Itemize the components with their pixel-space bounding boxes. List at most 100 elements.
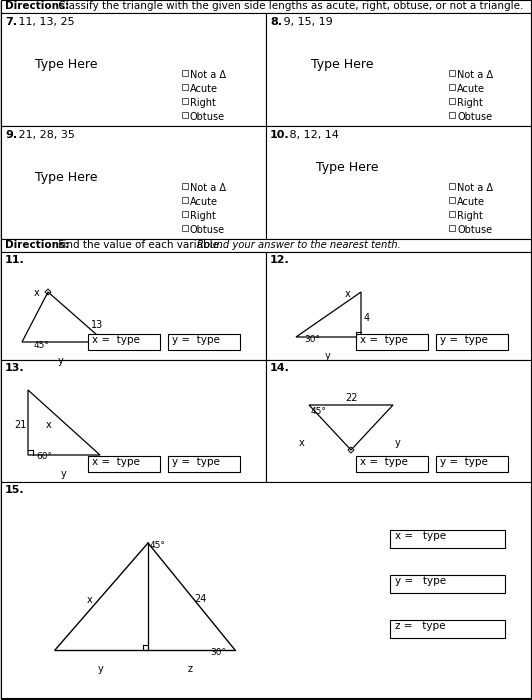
Text: z: z	[188, 664, 193, 674]
Bar	[1, 239, 531, 252]
Text: 11, 13, 25: 11, 13, 25	[15, 17, 74, 27]
Text: 45°: 45°	[150, 541, 166, 550]
Text: Acute: Acute	[457, 84, 485, 94]
Bar	[1, 482, 531, 698]
Text: 4: 4	[364, 313, 370, 323]
Bar	[436, 334, 508, 350]
Text: Directions:: Directions:	[5, 240, 69, 250]
Bar	[449, 70, 454, 76]
Text: 13.: 13.	[5, 363, 24, 373]
Text: Right: Right	[190, 211, 216, 221]
Text: Not a Δ: Not a Δ	[457, 70, 493, 80]
Text: 15.: 15.	[5, 485, 24, 495]
Text: x: x	[299, 438, 305, 448]
Text: Type Here: Type Here	[35, 58, 97, 71]
Text: Type Here: Type Here	[316, 161, 378, 174]
Text: 8, 12, 14: 8, 12, 14	[286, 130, 339, 140]
Text: Find the value of each variable.: Find the value of each variable.	[55, 240, 229, 250]
Text: x: x	[87, 595, 93, 605]
Text: Directions:: Directions:	[5, 1, 69, 11]
Text: x =   type: x = type	[395, 531, 446, 541]
Text: 45°: 45°	[311, 407, 327, 416]
Text: y: y	[61, 469, 66, 479]
Text: 45°: 45°	[34, 341, 50, 350]
Text: 12.: 12.	[270, 255, 290, 265]
Text: x: x	[46, 419, 52, 430]
Text: x =  type: x = type	[92, 457, 140, 467]
Bar	[168, 334, 240, 350]
Bar	[1, 0, 531, 13]
Bar	[182, 197, 187, 202]
Bar	[390, 575, 505, 593]
Bar	[266, 360, 531, 482]
Text: y: y	[395, 438, 401, 448]
Text: 22: 22	[345, 393, 358, 403]
Text: Classify the triangle with the given side lengths as acute, right, obtuse, or no: Classify the triangle with the given sid…	[55, 1, 523, 11]
Bar	[88, 456, 160, 472]
Text: 9.: 9.	[5, 130, 17, 140]
Text: 24: 24	[194, 594, 206, 604]
Text: y: y	[98, 664, 104, 674]
Text: x =  type: x = type	[360, 457, 408, 467]
Text: y: y	[325, 351, 331, 361]
Bar	[449, 197, 454, 202]
Text: Obtuse: Obtuse	[190, 225, 225, 235]
Text: x =  type: x = type	[360, 335, 408, 345]
Bar	[182, 225, 187, 230]
Text: y =   type: y = type	[395, 576, 446, 586]
Text: 30°: 30°	[210, 648, 226, 657]
Bar	[449, 84, 454, 90]
Text: Acute: Acute	[457, 197, 485, 207]
Text: Right: Right	[190, 98, 216, 108]
Bar	[436, 456, 508, 472]
Text: 14.: 14.	[270, 363, 290, 373]
Bar	[182, 183, 187, 188]
Text: Not a Δ: Not a Δ	[190, 183, 226, 193]
Text: Right: Right	[457, 211, 483, 221]
Bar	[390, 530, 505, 548]
Text: 21, 28, 35: 21, 28, 35	[15, 130, 75, 140]
Bar	[182, 84, 187, 90]
Bar	[182, 211, 187, 216]
Bar	[390, 620, 505, 638]
Text: Obtuse: Obtuse	[190, 112, 225, 122]
Bar	[182, 70, 187, 76]
Bar	[168, 456, 240, 472]
Text: y =  type: y = type	[440, 457, 488, 467]
Text: 11.: 11.	[5, 255, 25, 265]
Text: y: y	[58, 356, 64, 366]
Text: 60°: 60°	[36, 452, 52, 461]
Text: Acute: Acute	[190, 84, 218, 94]
Bar	[449, 211, 454, 216]
Text: Not a Δ: Not a Δ	[457, 183, 493, 193]
Text: 13: 13	[91, 320, 103, 330]
Text: Right: Right	[457, 98, 483, 108]
Bar	[266, 126, 531, 239]
Text: Type Here: Type Here	[35, 171, 97, 184]
Text: Obtuse: Obtuse	[457, 225, 492, 235]
Bar	[1, 252, 266, 360]
Text: Obtuse: Obtuse	[457, 112, 492, 122]
Text: 30°: 30°	[304, 335, 320, 344]
Text: Acute: Acute	[190, 197, 218, 207]
Bar	[182, 112, 187, 118]
Text: y =  type: y = type	[172, 335, 220, 345]
Text: y =  type: y = type	[172, 457, 220, 467]
Text: y =  type: y = type	[440, 335, 488, 345]
Bar	[182, 98, 187, 104]
Bar	[356, 456, 428, 472]
Text: x: x	[34, 288, 40, 298]
Bar	[449, 183, 454, 188]
Bar	[266, 13, 531, 126]
Bar	[449, 112, 454, 118]
Text: Not a Δ: Not a Δ	[190, 70, 226, 80]
Bar	[1, 13, 266, 126]
Text: 10.: 10.	[270, 130, 289, 140]
Bar	[1, 360, 266, 482]
Text: z =   type: z = type	[395, 621, 445, 631]
Bar	[266, 252, 531, 360]
Text: x =  type: x = type	[92, 335, 140, 345]
Bar	[449, 98, 454, 104]
Text: Type Here: Type Here	[311, 58, 373, 71]
Text: 8.: 8.	[270, 17, 282, 27]
